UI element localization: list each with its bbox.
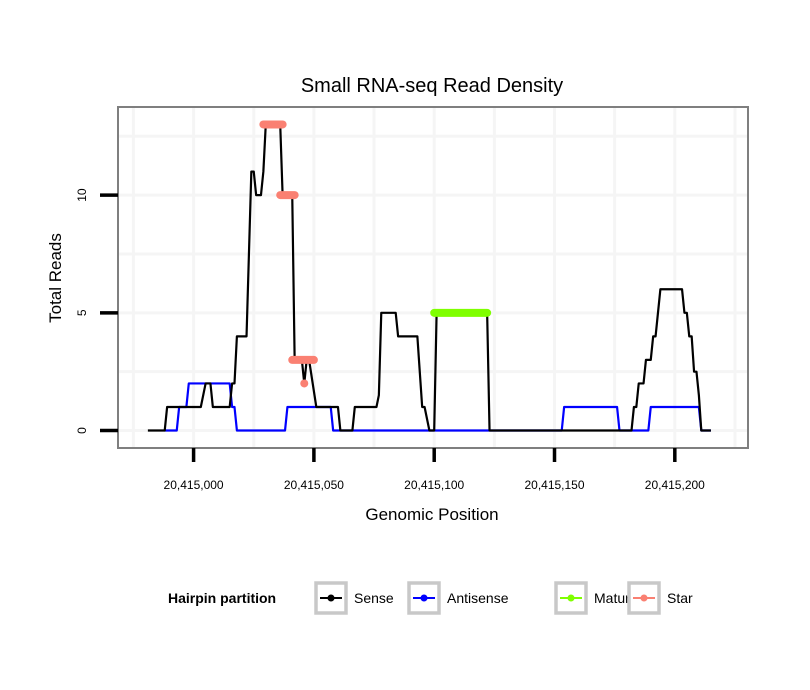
y-tick-label: 10 <box>75 188 89 202</box>
legend-label: Antisense <box>447 590 509 606</box>
legend-label: Star <box>667 590 693 606</box>
x-axis: 20,415,000 20,415,050 20,415,100 20,415,150… <box>164 448 705 492</box>
legend: Hairpin partition Sense Antisense Mature St… <box>168 581 693 615</box>
series-sense-line <box>147 123 711 432</box>
legend-item-sense: Sense <box>314 581 394 615</box>
legend-label: Mature <box>594 590 638 606</box>
x-tick-label: 20,415,100 <box>404 478 464 492</box>
y-axis-title: Total Reads <box>46 233 65 323</box>
y-tick-label: 5 <box>75 309 89 316</box>
x-tick-label: 20,415,050 <box>284 478 344 492</box>
legend-label: Sense <box>354 590 394 606</box>
y-tick-label: 0 <box>75 427 89 434</box>
legend-key-point <box>640 594 648 602</box>
x-axis-title: Genomic Position <box>365 505 498 524</box>
x-tick-label: 20,415,200 <box>645 478 705 492</box>
legend-key-point <box>420 594 428 602</box>
legend-key-point <box>567 594 575 602</box>
legend-item-star: Star <box>627 581 693 615</box>
chart-title: Small RNA-seq Read Density <box>301 75 563 97</box>
grid <box>119 108 747 447</box>
legend-title: Hairpin partition <box>168 590 276 606</box>
legend-key-point <box>327 594 335 602</box>
legend-item-mature: Mature <box>554 581 638 615</box>
y-axis: 0 5 10 <box>75 188 118 434</box>
legend-item-antisense: Antisense <box>407 581 509 615</box>
series-layer <box>147 120 711 432</box>
x-tick-label: 20,415,000 <box>164 478 224 492</box>
x-tick-label: 20,415,150 <box>524 478 584 492</box>
series-antisense-line <box>164 382 711 432</box>
